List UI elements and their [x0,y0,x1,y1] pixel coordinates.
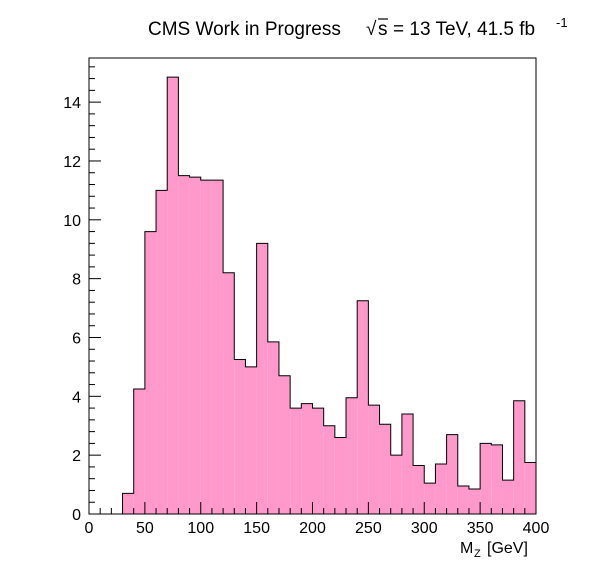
x-tick-label: 200 [299,520,326,537]
title-superscript: -1 [556,15,568,30]
x-tick-label: 50 [136,520,154,537]
svg-text:= 13 TeV, 41.5 fb: = 13 TeV, 41.5 fb [393,19,535,40]
histogram-bar [491,444,503,514]
histogram-bar [156,190,168,515]
x-tick-label: 0 [85,520,94,537]
y-axis-ticks [89,66,101,515]
histogram-bar [189,177,201,515]
histogram-bar [223,272,235,514]
histogram-bar [167,77,179,514]
histogram-bar [178,175,190,514]
y-tick-label: 2 [72,448,81,465]
histogram-bar [357,300,369,514]
y-tick-label: 0 [72,507,81,524]
histogram-bar [435,463,447,514]
histogram-bar [200,180,212,514]
histogram-bar [211,180,224,514]
histogram-bar [368,405,380,514]
y-tick-label: 6 [72,330,81,347]
histogram-bar [323,425,335,514]
x-axis-title-unit: [GeV] [487,540,528,557]
histogram-bar [267,341,279,514]
svg-text:-1: -1 [556,15,568,30]
histogram-bar [457,486,469,514]
histogram-bar [278,375,291,514]
histogram-bar [379,424,391,514]
histogram-bar [334,437,347,514]
title-sqrt-symbol: √ [366,19,377,40]
histogram-bar [502,480,514,514]
histogram-bar [468,488,481,514]
histogram-bar [424,483,436,514]
histogram-bar [301,403,313,514]
x-tick-label: 400 [523,520,550,537]
histogram-bar [144,231,157,514]
x-tick-label: 250 [355,520,382,537]
histogram-bar [245,366,257,514]
histogram-bars [122,77,536,515]
histogram-bar [122,493,134,514]
histogram-bar [413,465,425,514]
x-axis-title-main: M [460,540,473,557]
histogram-bar [524,462,536,514]
y-axis-tick-labels: 0 2 4 6 8 10 12 14 [63,95,81,524]
svg-text:[GeV]: [GeV] [487,540,528,557]
x-axis-title-subscript: Z [474,548,481,560]
x-axis-title: M Z [GeV] [460,540,528,560]
svg-text:s: s [378,19,388,40]
chart-title: CMS Work in Progress √ s = 13 TeV, 41.5 … [148,15,568,40]
y-tick-label: 14 [63,95,81,112]
histogram-bar [133,388,145,514]
x-tick-label: 100 [187,520,214,537]
histogram-bar [513,400,525,514]
x-tick-label: 300 [411,520,438,537]
x-tick-label: 150 [243,520,270,537]
histogram-bar [312,408,324,514]
x-tick-label: 350 [467,520,494,537]
histogram-bar [256,243,268,515]
svg-text:M: M [460,540,473,557]
title-main: CMS Work in Progress [148,19,341,40]
y-tick-label: 10 [63,213,81,230]
histogram-bar [234,359,246,514]
histogram-bar [346,397,358,514]
histogram-bar [401,413,414,514]
histogram-bar [480,443,492,514]
svg-text:Z: Z [474,548,481,560]
y-tick-label: 12 [63,154,81,171]
y-tick-label: 8 [72,272,81,289]
histogram-outline [122,76,537,514]
histogram-bar [446,434,458,514]
x-axis-tick-labels: 0 50 100 150 200 250 300 350 400 [85,520,550,537]
histogram-bar [390,455,402,514]
title-sqrt-var: s [378,19,388,40]
svg-text:CMS Work in Progress: CMS Work in Progress [148,19,341,40]
x-axis-ticks [88,502,537,514]
histogram-bar [290,408,302,514]
y-tick-label: 4 [72,389,81,406]
title-rest: = 13 TeV, 41.5 fb [393,19,535,40]
svg-text:√: √ [366,19,377,40]
